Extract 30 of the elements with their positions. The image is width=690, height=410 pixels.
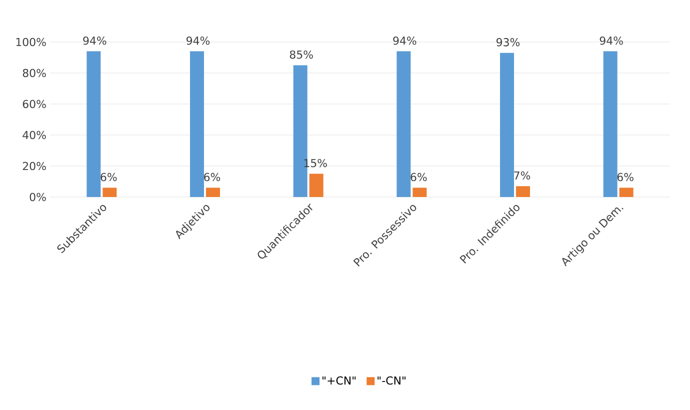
data-label: 7% [514,171,530,180]
data-label: 6% [410,172,427,182]
data-label: 94% [393,36,416,45]
bar [190,51,204,197]
bar [516,186,530,197]
y-tick-label: 20% [22,162,46,170]
data-label: 6% [100,172,117,182]
data-label: 94% [83,36,106,45]
bar [412,188,427,197]
bar [86,51,101,197]
bar [396,51,411,197]
legend-label: "-CN" [378,376,406,385]
bar [619,188,634,197]
data-label: 94% [186,36,210,45]
y-tick-label: 0% [30,192,46,202]
data-label: 6% [617,172,634,182]
data-label: 93% [496,38,520,46]
data-label: 85% [290,50,313,59]
data-label: 94% [600,36,623,45]
y-tick-label: 40% [22,130,46,140]
bar [309,174,324,197]
legend-label: "+CN" [322,376,356,385]
y-tick-label: 80% [22,68,46,78]
y-tick-label: 100% [16,38,46,46]
y-tick-label: 60% [22,100,46,108]
bar [603,51,618,197]
bar [102,188,117,197]
bar [206,188,220,197]
bar [500,52,514,197]
data-label: 6% [204,172,220,182]
